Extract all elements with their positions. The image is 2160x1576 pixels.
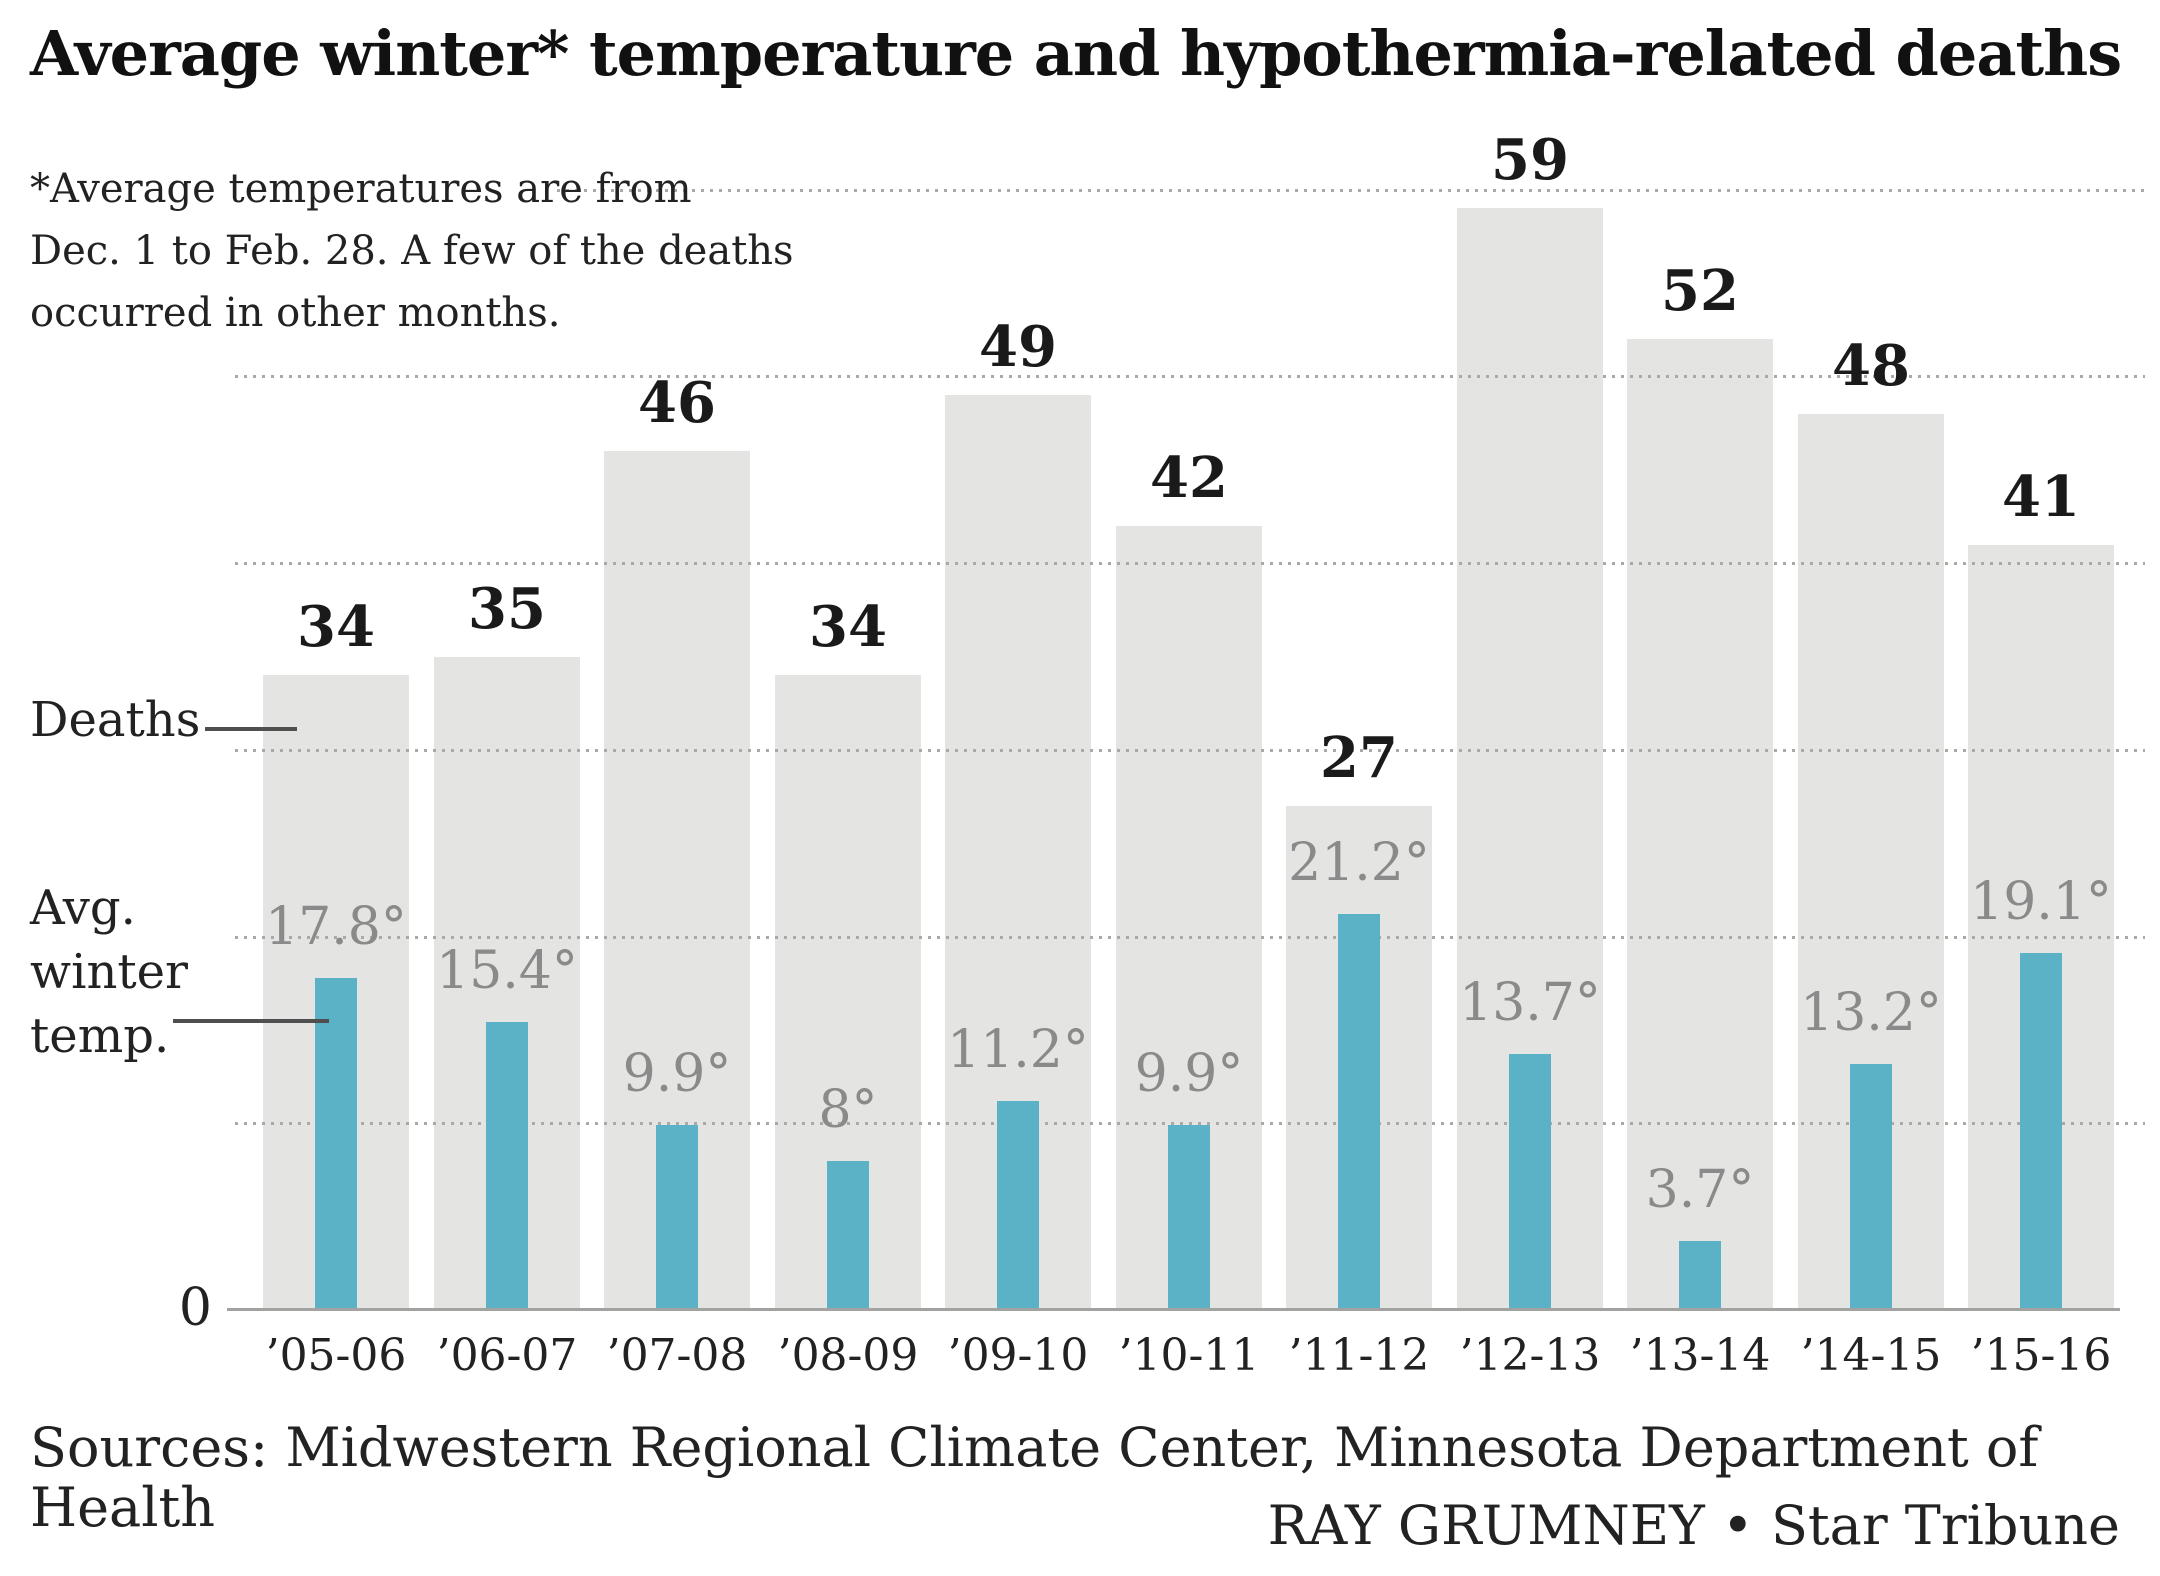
- gridline: [235, 375, 2145, 378]
- category-label: ’05-06: [265, 1330, 407, 1381]
- gridline: [235, 749, 2145, 752]
- sources-text: Sources: Midwestern Regional Climate Cen…: [30, 1416, 2039, 1539]
- category-label: ’06-07: [436, 1330, 578, 1381]
- deaths-value-label: 48: [1832, 333, 1910, 399]
- temp-value-label: 9.9°: [622, 1044, 732, 1104]
- deaths-bar: [1627, 339, 1773, 1310]
- temp-value-label: 3.7°: [1645, 1160, 1755, 1220]
- category-label: ’15-16: [1970, 1330, 2112, 1381]
- avg-temp-series-label: Avg. winter temp.: [30, 880, 188, 1064]
- temp-value-label: 19.1°: [1970, 872, 2112, 932]
- deaths-value-label: 49: [979, 314, 1057, 380]
- temp-bar: [997, 1101, 1039, 1310]
- deaths-series-label: Deaths: [30, 692, 201, 748]
- x-axis-line: [227, 1308, 2120, 1311]
- category-label: ’07-08: [606, 1330, 748, 1381]
- gridline: [235, 562, 2145, 565]
- gridline: [557, 189, 2145, 192]
- chart-title: Average winter* temperature and hypother…: [30, 17, 2122, 90]
- deaths-value-label: 46: [638, 370, 716, 436]
- chart-footnote: *Average temperatures are from Dec. 1 to…: [30, 166, 794, 336]
- deaths-value-label: 52: [1661, 258, 1739, 324]
- temp-bar: [1509, 1054, 1551, 1310]
- temp-value-label: 9.9°: [1134, 1044, 1244, 1104]
- deaths-value-label: 35: [468, 576, 546, 642]
- deaths-value-label: 34: [809, 594, 887, 660]
- avg-temp-series-pointer-line: [173, 1019, 329, 1023]
- temp-value-label: 11.2°: [947, 1020, 1089, 1080]
- temp-bar: [1679, 1241, 1721, 1310]
- temp-bar: [315, 978, 357, 1310]
- category-label: ’08-09: [777, 1330, 919, 1381]
- category-label: ’09-10: [947, 1330, 1089, 1381]
- gridline: [235, 936, 2145, 939]
- temp-bar: [2020, 953, 2062, 1310]
- deaths-value-label: 59: [1491, 127, 1569, 193]
- temp-value-label: 13.7°: [1459, 973, 1601, 1033]
- temp-value-label: 17.8°: [265, 897, 407, 957]
- temp-bar: [1850, 1064, 1892, 1310]
- temp-value-label: 8°: [818, 1080, 878, 1140]
- temp-bar: [486, 1022, 528, 1310]
- category-label: ’13-14: [1629, 1330, 1771, 1381]
- temp-bar: [1338, 914, 1380, 1310]
- deaths-series-pointer-line: [205, 727, 297, 731]
- deaths-value-label: 42: [1150, 445, 1228, 511]
- temp-value-label: 13.2°: [1800, 983, 1942, 1043]
- category-label: ’11-12: [1288, 1330, 1430, 1381]
- temp-bar: [1168, 1125, 1210, 1310]
- temp-value-label: 15.4°: [436, 941, 578, 1001]
- y-axis-zero-label: 0: [178, 1278, 212, 1338]
- temp-bar: [656, 1125, 698, 1310]
- gridline: [235, 1122, 2145, 1125]
- temp-bar: [827, 1161, 869, 1310]
- deaths-value-label: 34: [297, 594, 375, 660]
- credit-text: RAY GRUMNEY • Star Tribune: [1267, 1494, 2120, 1557]
- temp-value-label: 21.2°: [1288, 833, 1430, 893]
- deaths-value-label: 41: [2002, 464, 2080, 530]
- category-label: ’14-15: [1800, 1330, 1942, 1381]
- category-label: ’12-13: [1459, 1330, 1601, 1381]
- category-label: ’10-11: [1118, 1330, 1260, 1381]
- deaths-value-label: 27: [1320, 725, 1398, 791]
